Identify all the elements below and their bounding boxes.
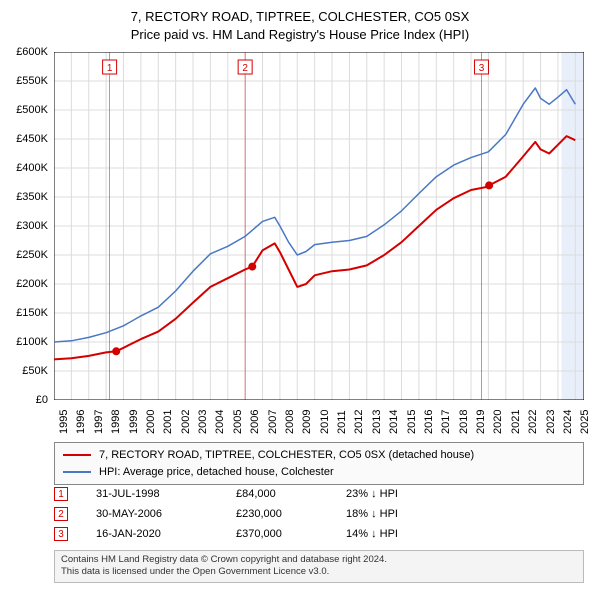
x-tick-label: 2002 — [180, 410, 192, 434]
y-tick-label: £550K — [16, 75, 48, 87]
sale-point-diff: 14% ↓ HPI — [346, 528, 584, 540]
x-tick-label: 1998 — [110, 410, 122, 434]
sale-point-price: £84,000 — [236, 488, 346, 500]
x-tick-label: 2013 — [371, 410, 383, 434]
svg-text:2: 2 — [242, 63, 248, 74]
x-tick-label: 1996 — [75, 410, 87, 434]
sale-point-row: 2 30-MAY-2006£230,00018% ↓ HPI — [54, 504, 584, 524]
x-tick-label: 2021 — [510, 410, 522, 434]
x-tick-label: 2016 — [423, 410, 435, 434]
x-tick-label: 2019 — [475, 410, 487, 434]
chart-title-line1: 7, RECTORY ROAD, TIPTREE, COLCHESTER, CO… — [0, 8, 600, 26]
y-tick-label: £150K — [16, 307, 48, 319]
legend-swatch — [63, 471, 91, 473]
x-tick-label: 2011 — [336, 410, 348, 434]
svg-text:1: 1 — [107, 63, 113, 74]
x-tick-label: 2004 — [214, 410, 226, 434]
x-tick-label: 2005 — [232, 410, 244, 434]
y-tick-label: £450K — [16, 133, 48, 145]
sale-point-diff: 18% ↓ HPI — [346, 508, 584, 520]
sale-point-marker: 1 — [54, 487, 68, 501]
x-tick-label: 2020 — [492, 410, 504, 434]
x-tick-label: 2022 — [527, 410, 539, 434]
y-tick-label: £250K — [16, 249, 48, 261]
y-tick-label: £100K — [16, 336, 48, 348]
x-tick-label: 2025 — [579, 410, 591, 434]
chart-container: 7, RECTORY ROAD, TIPTREE, COLCHESTER, CO… — [0, 0, 600, 590]
y-axis: £0£50K£100K£150K£200K£250K£300K£350K£400… — [0, 52, 52, 400]
sale-point-diff: 23% ↓ HPI — [346, 488, 584, 500]
x-tick-label: 2007 — [267, 410, 279, 434]
x-tick-label: 2003 — [197, 410, 209, 434]
chart-svg: 1 2 3 — [54, 52, 584, 400]
x-tick-label: 2001 — [162, 410, 174, 434]
x-tick-label: 2000 — [145, 410, 157, 434]
y-tick-label: £500K — [16, 104, 48, 116]
x-tick-label: 2014 — [388, 410, 400, 434]
footer-line2: This data is licensed under the Open Gov… — [61, 566, 577, 578]
x-axis: 1995 1996 1997 1998 1999 2000 2001 2002 2003 2004… — [54, 402, 584, 438]
y-tick-label: £0 — [36, 394, 48, 406]
y-tick-label: £300K — [16, 220, 48, 232]
legend: 7, RECTORY ROAD, TIPTREE, COLCHESTER, CO… — [54, 442, 584, 485]
plot-area: 1 2 3 — [54, 52, 584, 400]
legend-label: 7, RECTORY ROAD, TIPTREE, COLCHESTER, CO… — [99, 447, 474, 464]
attribution-footer: Contains HM Land Registry data © Crown c… — [54, 550, 584, 583]
y-tick-label: £50K — [22, 365, 48, 377]
sale-point-marker: 2 — [54, 507, 68, 521]
x-tick-label: 2009 — [301, 410, 313, 434]
sale-point-date: 31-JUL-1998 — [96, 488, 236, 500]
legend-swatch — [63, 454, 91, 456]
x-tick-label: 1997 — [93, 410, 105, 434]
x-tick-label: 1999 — [128, 410, 140, 434]
sale-point-row: 1 31-JUL-1998£84,00023% ↓ HPI — [54, 484, 584, 504]
x-tick-label: 1995 — [58, 410, 70, 434]
x-tick-label: 2018 — [458, 410, 470, 434]
x-tick-label: 2023 — [545, 410, 557, 434]
sale-point-price: £230,000 — [236, 508, 346, 520]
legend-label: HPI: Average price, detached house, Colc… — [99, 464, 334, 481]
sale-points-table: 1 31-JUL-1998£84,00023% ↓ HPI 2 30-MAY-2006… — [54, 484, 584, 544]
x-tick-label: 2015 — [406, 410, 418, 434]
x-tick-label: 2017 — [440, 410, 452, 434]
y-tick-label: £350K — [16, 191, 48, 203]
x-tick-label: 2008 — [284, 410, 296, 434]
x-tick-label: 2012 — [353, 410, 365, 434]
sale-point-date: 30-MAY-2006 — [96, 508, 236, 520]
chart-title-block: 7, RECTORY ROAD, TIPTREE, COLCHESTER, CO… — [0, 0, 600, 44]
legend-row: HPI: Average price, detached house, Colc… — [63, 464, 575, 481]
x-tick-label: 2024 — [562, 410, 574, 434]
legend-row: 7, RECTORY ROAD, TIPTREE, COLCHESTER, CO… — [63, 447, 575, 464]
sale-point-price: £370,000 — [236, 528, 346, 540]
footer-line1: Contains HM Land Registry data © Crown c… — [61, 554, 577, 566]
x-tick-label: 2006 — [249, 410, 261, 434]
chart-title-line2: Price paid vs. HM Land Registry's House … — [0, 26, 600, 44]
x-tick-label: 2010 — [319, 410, 331, 434]
sale-point-row: 3 16-JAN-2020£370,00014% ↓ HPI — [54, 524, 584, 544]
y-tick-label: £400K — [16, 162, 48, 174]
svg-text:3: 3 — [479, 63, 485, 74]
sale-point-marker: 3 — [54, 527, 68, 541]
sale-point-date: 16-JAN-2020 — [96, 528, 236, 540]
y-tick-label: £200K — [16, 278, 48, 290]
y-tick-label: £600K — [16, 46, 48, 58]
